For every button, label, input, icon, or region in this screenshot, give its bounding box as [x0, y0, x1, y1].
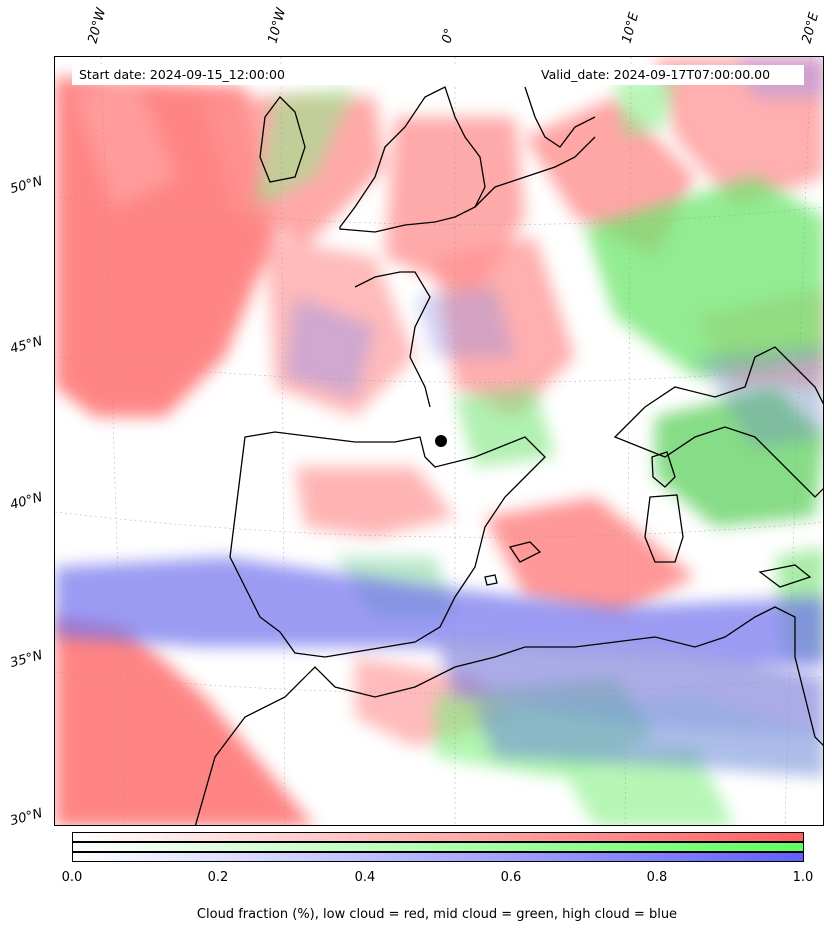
- lon-label-0: 0°: [439, 26, 458, 45]
- colorbar-low-cloud: [72, 832, 804, 842]
- lat-label-40n: 40°N: [8, 490, 45, 513]
- info-bar: [72, 65, 804, 85]
- graticule: [55, 57, 823, 825]
- map-canvas: [55, 57, 823, 825]
- valid-date-text: Valid_date: 2024-09-17T07:00:00.00: [541, 67, 771, 82]
- colorbar-high-cloud: [72, 852, 804, 862]
- lat-label-30n: 30°N: [8, 806, 45, 829]
- start-date-text: Start date: 2024-09-15_12:00:00: [79, 67, 285, 82]
- lon-label-10w: 10°W: [265, 6, 290, 45]
- colorbar-tick-5: 1.0: [792, 870, 814, 885]
- lat-label-45n: 45°N: [8, 334, 45, 357]
- colorbar-mid-cloud: [72, 842, 804, 852]
- lon-label-20w: 20°W: [85, 6, 110, 45]
- colorbar-tick-0: 0.0: [61, 870, 83, 885]
- colorbar: [72, 832, 804, 862]
- colorbar-tick-3: 0.6: [500, 870, 522, 885]
- cloud-fraction-map[interactable]: [54, 56, 824, 826]
- location-marker-dot: [435, 435, 447, 447]
- lat-label-50n: 50°N: [8, 174, 45, 197]
- colorbar-tick-1: 0.2: [207, 870, 229, 885]
- lat-label-35n: 35°N: [8, 648, 45, 671]
- colorbar-tick-2: 0.4: [354, 870, 376, 885]
- lon-label-20e: 20°E: [799, 10, 823, 46]
- lon-label-10e: 10°E: [619, 10, 643, 46]
- colorbar-tick-4: 0.8: [646, 870, 668, 885]
- coastlines: [194, 86, 823, 825]
- colorbar-label: Cloud fraction (%), low cloud = red, mid…: [196, 907, 678, 922]
